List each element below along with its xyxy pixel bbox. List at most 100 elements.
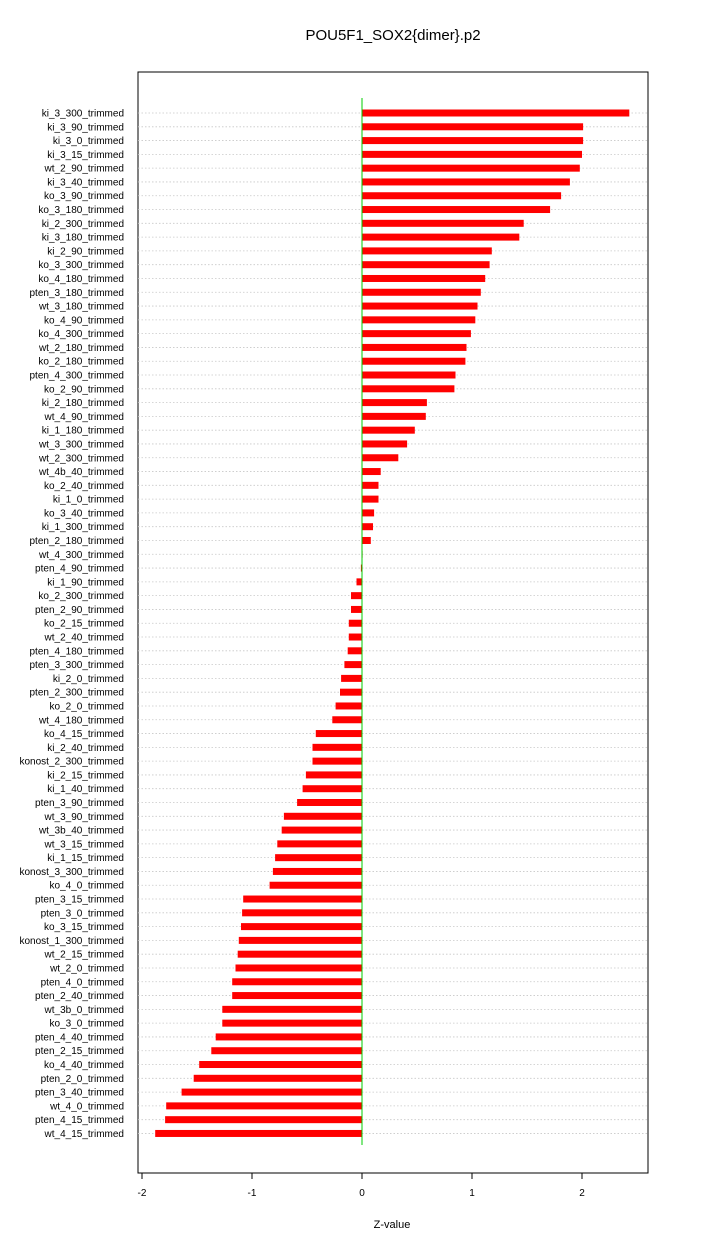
category-label: wt_4_300_trimmed <box>38 550 124 561</box>
category-label: pten_2_0_trimmed <box>41 1074 124 1085</box>
category-label: ki_2_15_trimmed <box>47 770 124 781</box>
bar <box>235 964 362 972</box>
category-label: pten_4_180_trimmed <box>29 646 124 657</box>
bar <box>351 605 362 613</box>
category-label: ko_3_300_trimmed <box>38 260 124 271</box>
category-label: ki_2_0_trimmed <box>53 674 124 685</box>
bar <box>312 757 362 765</box>
category-label: wt_2_40_trimmed <box>44 633 124 644</box>
category-label: ko_4_180_trimmed <box>38 274 124 285</box>
bar <box>362 523 373 531</box>
bar <box>362 192 562 200</box>
category-label: wt_3b_40_trimmed <box>38 826 124 837</box>
category-label: ko_4_90_trimmed <box>44 315 124 326</box>
bar <box>232 992 362 1000</box>
category-label: wt_3_180_trimmed <box>38 302 124 313</box>
bar <box>362 385 455 393</box>
bar <box>356 578 362 586</box>
category-label: wt_4b_40_trimmed <box>38 467 124 478</box>
bar <box>348 619 362 627</box>
category-label: ki_1_180_trimmed <box>42 426 124 437</box>
bar <box>362 371 456 379</box>
bar <box>243 895 362 903</box>
bar <box>165 1116 362 1124</box>
bar <box>362 495 379 503</box>
bar <box>362 454 399 462</box>
category-label: pten_4_90_trimmed <box>35 564 124 575</box>
bar <box>362 412 426 420</box>
category-label: pten_4_15_trimmed <box>35 1115 124 1126</box>
category-label: pten_2_15_trimmed <box>35 1046 124 1057</box>
category-label: ki_1_90_trimmed <box>47 577 124 588</box>
category-label: ko_3_40_trimmed <box>44 508 124 519</box>
bar <box>362 316 476 324</box>
bar <box>199 1061 362 1069</box>
bar <box>362 468 381 476</box>
bar <box>360 564 362 572</box>
category-label: konost_3_300_trimmed <box>19 867 124 878</box>
category-label: pten_3_90_trimmed <box>35 798 124 809</box>
bar <box>344 661 362 669</box>
bar <box>283 812 362 820</box>
bar <box>362 343 467 351</box>
category-label: ki_3_300_trimmed <box>42 109 124 120</box>
category-label: wt_4_180_trimmed <box>38 715 124 726</box>
bars-group <box>155 109 630 1137</box>
category-label: ko_2_40_trimmed <box>44 481 124 492</box>
category-label: ko_3_0_trimmed <box>50 1019 124 1030</box>
category-label: pten_2_40_trimmed <box>35 991 124 1002</box>
category-label: ki_1_15_trimmed <box>47 853 124 864</box>
category-labels: ki_3_300_trimmed ki_3_90_trimmed ki_3_0_tr… <box>19 109 124 1140</box>
bar <box>315 730 362 738</box>
bar <box>362 233 520 241</box>
bar <box>237 950 362 958</box>
category-label: ko_2_15_trimmed <box>44 619 124 630</box>
bar <box>362 219 524 227</box>
bar <box>362 330 471 338</box>
bar <box>362 481 379 489</box>
category-label: pten_4_0_trimmed <box>41 977 124 988</box>
x-tick-label: 1 <box>469 1188 475 1199</box>
bar <box>362 274 486 282</box>
category-label: wt_4_0_trimmed <box>49 1101 124 1112</box>
bar <box>362 137 584 145</box>
bar <box>211 1047 362 1055</box>
x-tick-label: -1 <box>248 1188 257 1199</box>
bar <box>362 206 551 214</box>
bar <box>297 799 362 806</box>
bar <box>362 247 492 255</box>
bar <box>362 178 570 186</box>
bar <box>281 826 362 834</box>
category-label: ko_3_15_trimmed <box>44 922 124 933</box>
bar <box>181 1088 362 1096</box>
x-tick-label: 2 <box>579 1188 585 1199</box>
x-tick-label: -2 <box>138 1188 147 1199</box>
category-label: ko_4_300_trimmed <box>38 329 124 340</box>
category-label: pten_3_15_trimmed <box>35 895 124 906</box>
category-label: ki_2_300_trimmed <box>42 219 124 230</box>
bar <box>277 840 362 848</box>
category-label: wt_3b_0_trimmed <box>44 1005 124 1016</box>
bar <box>362 399 427 407</box>
category-label: konost_1_300_trimmed <box>19 936 124 947</box>
category-label: wt_4_90_trimmed <box>44 412 124 423</box>
category-label: ko_2_90_trimmed <box>44 384 124 395</box>
category-label: ki_1_300_trimmed <box>42 522 124 533</box>
bar <box>269 881 362 889</box>
category-label: wt_2_300_trimmed <box>38 453 124 464</box>
category-label: wt_3_90_trimmed <box>44 812 124 823</box>
bar <box>335 702 362 710</box>
bar <box>242 909 362 917</box>
category-label: ko_2_300_trimmed <box>38 591 124 602</box>
bar <box>362 123 584 131</box>
x-axis: -2 -1 0 1 2 <box>138 1172 585 1199</box>
bar <box>362 440 408 448</box>
bar <box>362 109 630 117</box>
category-label: ki_1_40_trimmed <box>47 784 124 795</box>
category-label: wt_2_90_trimmed <box>44 164 124 175</box>
bar <box>155 1129 362 1137</box>
bar <box>238 936 362 944</box>
bar <box>272 867 362 875</box>
bar <box>222 1005 362 1013</box>
